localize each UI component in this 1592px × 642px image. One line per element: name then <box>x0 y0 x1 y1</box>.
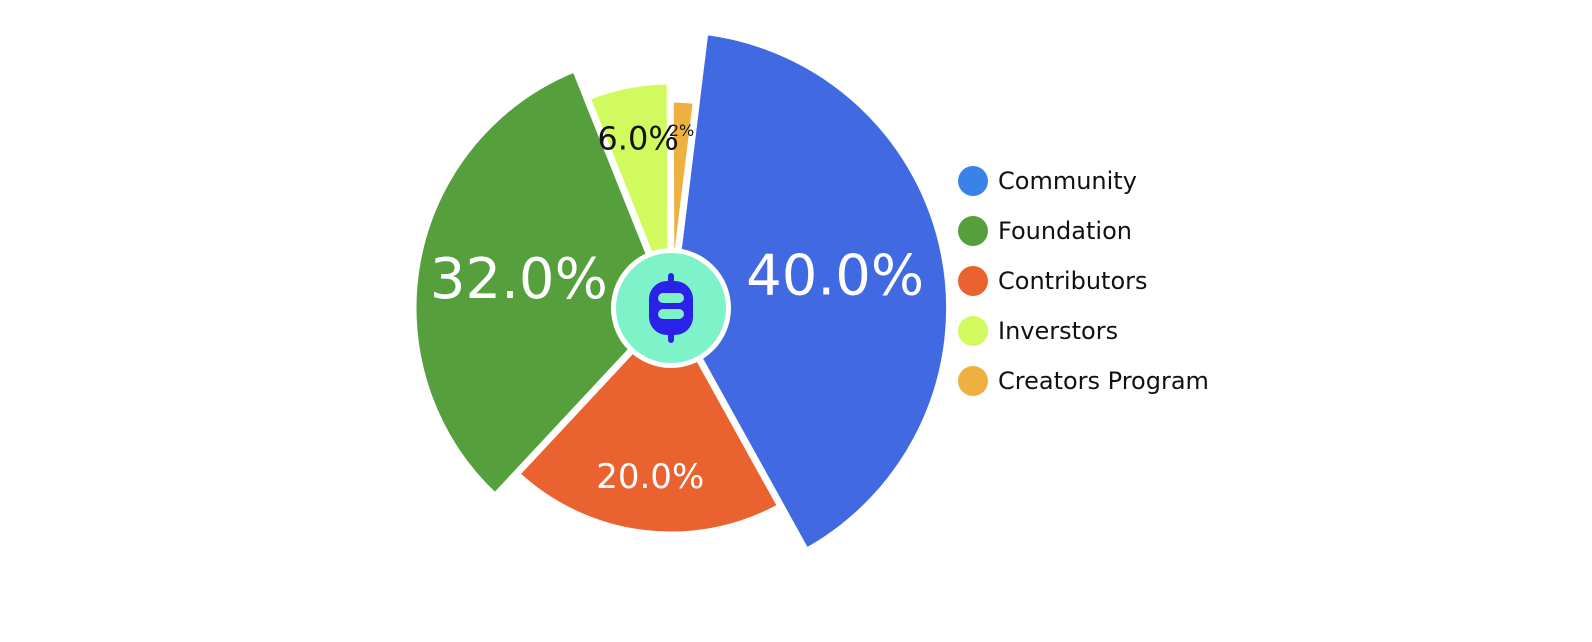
legend-item-community: Community <box>958 166 1137 196</box>
legend-swatch <box>958 166 988 196</box>
slice-label-contributors: 20.0% <box>596 457 704 497</box>
legend-label: Foundation <box>998 217 1132 245</box>
slice-label-community: 40.0% <box>746 244 924 309</box>
legend-swatch <box>958 316 988 346</box>
b-coin-logo-icon <box>649 273 693 343</box>
legend-label: Creators Program <box>998 367 1209 395</box>
legend-swatch <box>958 366 988 396</box>
legend-item-foundation: Foundation <box>958 216 1132 246</box>
slice-label-foundation: 32.0% <box>430 247 608 312</box>
legend-item-contributors: Contributors <box>958 266 1148 296</box>
pie-slice-foundation <box>409 64 675 501</box>
legend-swatch <box>958 216 988 246</box>
center-logo <box>611 248 731 368</box>
legend: Community Foundation Contributors Inverstor… <box>958 166 1209 396</box>
legend-label: Contributors <box>998 267 1148 295</box>
pie-slice-community <box>667 27 954 556</box>
slice-label-inverstors: 6.0% <box>597 120 678 158</box>
legend-label: Inverstors <box>998 317 1118 345</box>
legend-swatch <box>958 266 988 296</box>
pie-slice-contributors <box>512 304 785 539</box>
legend-item-creators-program: Creators Program <box>958 366 1209 396</box>
pie-slice-inverstors <box>583 77 675 312</box>
legend-label: Community <box>998 167 1137 195</box>
pie-slices <box>409 27 954 556</box>
slice-label-creators-program: 2% <box>669 121 694 140</box>
pie-slice-labels: 40.0% 20.0% 32.0% 6.0%2% <box>430 120 924 497</box>
legend-item-inverstors: Inverstors <box>958 316 1118 346</box>
